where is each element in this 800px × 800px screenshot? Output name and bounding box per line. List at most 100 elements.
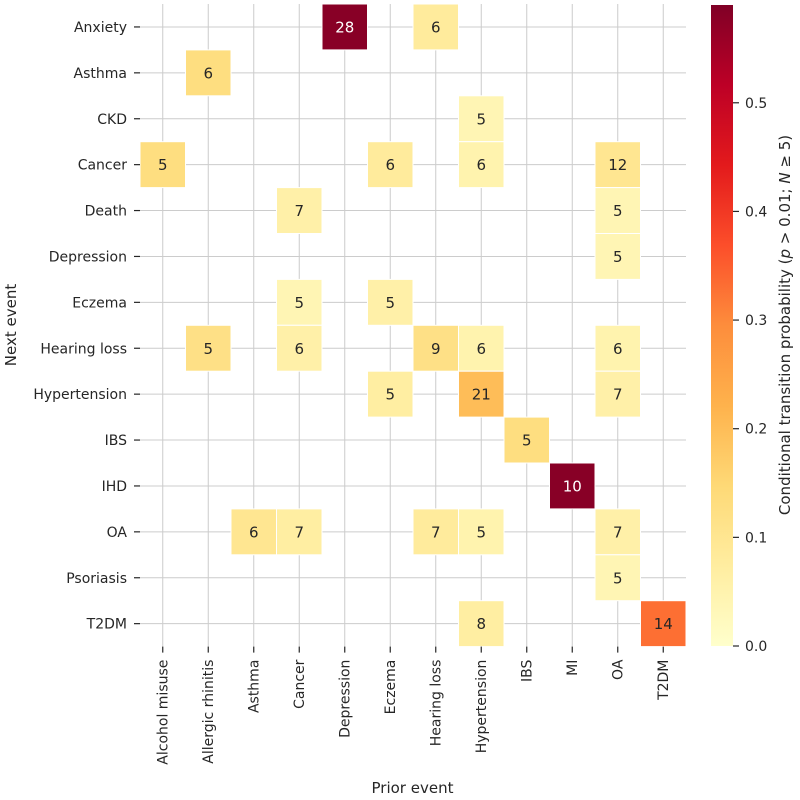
heatmap-cell-rect bbox=[594, 324, 641, 372]
x-tick-label-cancer: Cancer bbox=[292, 659, 308, 709]
heatmap-cell-anxiety-depression: 28 bbox=[321, 3, 368, 51]
heatmap-cell-oa-asthma: 6 bbox=[230, 508, 277, 556]
heatmap-cell-label: 7 bbox=[613, 386, 623, 404]
y-tick-label-t2dm: T2DM bbox=[86, 617, 127, 633]
heatmap-cell-oa-hypertension: 5 bbox=[458, 508, 505, 556]
heatmap-cell-hypertension-eczema: 5 bbox=[367, 370, 414, 418]
heatmap-cell-label: 14 bbox=[654, 615, 673, 633]
heatmap-cell-label: 6 bbox=[385, 156, 395, 174]
heatmap-cell-eczema-cancer: 5 bbox=[276, 278, 323, 326]
x-tick-label-depression: Depression bbox=[338, 660, 354, 738]
heatmap-cell-death-oa: 5 bbox=[594, 187, 641, 235]
heatmap-cell-depression-oa: 5 bbox=[594, 233, 641, 280]
heatmap-cell-label: 5 bbox=[476, 110, 486, 128]
heatmap-cell-rect bbox=[367, 278, 414, 326]
heatmap-cell-hearing-loss-hearing-loss: 9 bbox=[412, 324, 459, 372]
heatmap-cell-rect bbox=[640, 600, 687, 648]
heatmap-cells: 28 6 6 5 5 6 6 12 7 5 5 5 5 5 6 9 6 6 5 21 7 5 10 6 7 7 5 7 5 8 14 bbox=[139, 3, 687, 648]
colorbar-tick-label: 0.4 bbox=[745, 204, 767, 220]
heatmap-cell-rect bbox=[412, 324, 459, 372]
y-tick-label-eczema: Eczema bbox=[72, 295, 127, 311]
heatmap-cell-label: 6 bbox=[476, 156, 486, 174]
y-axis-label: Next event bbox=[2, 284, 20, 367]
y-tick-label-asthma: Asthma bbox=[74, 66, 127, 82]
heatmap-cell-rect bbox=[321, 3, 368, 51]
y-tick-label-ibs: IBS bbox=[105, 433, 127, 449]
y-tick-label-ihd: IHD bbox=[102, 479, 127, 495]
heatmap-cell-rect bbox=[594, 370, 641, 418]
heatmap-cell-anxiety-hearing-loss: 6 bbox=[412, 3, 459, 51]
heatmap-cell-rect bbox=[594, 554, 641, 602]
heatmap-cell-label: 28 bbox=[335, 18, 354, 36]
y-tick-label-hearing-loss: Hearing loss bbox=[40, 341, 127, 357]
heatmap-cell-label: 5 bbox=[294, 294, 304, 312]
heatmap-cell-label: 5 bbox=[476, 523, 486, 541]
heatmap-cell-rect bbox=[185, 49, 232, 97]
heatmap-cell-label: 7 bbox=[294, 523, 304, 541]
heatmap-cell-oa-hearing-loss: 7 bbox=[412, 508, 459, 556]
heatmap-cell-hearing-loss-allergic-rhinitis: 5 bbox=[185, 324, 232, 372]
heatmap-cell-label: 6 bbox=[249, 523, 259, 541]
x-tick-label-eczema: Eczema bbox=[383, 660, 399, 715]
x-tick-label-mi: MI bbox=[565, 660, 581, 676]
colorbar-label: Conditional transition probability (p > … bbox=[776, 135, 794, 515]
x-tick-label-hypertension: Hypertension bbox=[474, 660, 490, 754]
heatmap-cell-eczema-eczema: 5 bbox=[367, 278, 414, 326]
colorbar-tick-label: 0.3 bbox=[745, 313, 767, 329]
heatmap-cell-label: 10 bbox=[563, 477, 582, 495]
heatmap-cell-cancer-hypertension: 6 bbox=[458, 141, 505, 189]
heatmap-cell-t2dm-t2dm: 14 bbox=[640, 600, 687, 648]
heatmap-cell-hearing-loss-oa: 6 bbox=[594, 324, 641, 372]
heatmap-cell-rect bbox=[412, 3, 459, 51]
heatmap-cell-cancer-oa: 12 bbox=[594, 141, 641, 189]
heatmap-cell-label: 6 bbox=[203, 64, 213, 82]
heatmap-cell-oa-cancer: 7 bbox=[276, 508, 323, 556]
colorbar-tick-label: 0.0 bbox=[745, 639, 767, 655]
heatmap-cell-rect bbox=[458, 141, 505, 189]
x-tick-label-ibs: IBS bbox=[520, 659, 536, 681]
heatmap-cell-label: 5 bbox=[158, 156, 168, 174]
x-tick-label-asthma: Asthma bbox=[247, 660, 263, 713]
heatmap-cell-label: 5 bbox=[613, 569, 623, 587]
x-axis-ticks: Alcohol misuse Allergic rhinitis Asthma Can… bbox=[156, 646, 672, 765]
x-tick-label-hearing-loss: Hearing loss bbox=[429, 660, 445, 747]
colorbar: 0.0 0.1 0.2 0.3 0.4 0.5 Conditional transitio… bbox=[711, 5, 794, 655]
y-tick-label-ckd: CKD bbox=[97, 112, 127, 128]
heatmap-cell-death-cancer: 7 bbox=[276, 187, 323, 235]
heatmap-cell-ihd-mi: 10 bbox=[549, 462, 596, 510]
y-axis-ticks: Anxiety Asthma CKD Cancer Death Depression Ecz… bbox=[33, 20, 140, 633]
heatmap-cell-rect bbox=[367, 370, 414, 418]
colorbar-tick-label: 0.2 bbox=[745, 422, 767, 438]
heatmap-cell-ckd-hypertension: 5 bbox=[458, 95, 505, 143]
x-axis-label: Prior event bbox=[372, 779, 454, 797]
y-tick-label-cancer: Cancer bbox=[78, 158, 128, 174]
heatmap-cell-label: 9 bbox=[431, 340, 441, 358]
y-tick-label-psoriasis: Psoriasis bbox=[66, 571, 127, 587]
x-tick-label-allergic-rhinitis: Allergic rhinitis bbox=[201, 660, 217, 764]
heatmap-cell-label: 6 bbox=[476, 340, 486, 358]
heatmap-cell-rect bbox=[276, 324, 323, 372]
heatmap-cell-rect bbox=[549, 462, 596, 510]
colorbar-gradient bbox=[711, 5, 733, 646]
heatmap-cell-rect bbox=[458, 324, 505, 372]
heatmap-cell-t2dm-hypertension: 8 bbox=[458, 600, 505, 648]
heatmap-cell-label: 12 bbox=[608, 156, 627, 174]
heatmap-cell-hypertension-hypertension: 21 bbox=[458, 370, 505, 418]
heatmap-cell-rect bbox=[594, 233, 641, 280]
heatmap-cell-label: 5 bbox=[385, 386, 395, 404]
y-tick-label-death: Death bbox=[85, 204, 127, 220]
heatmap-cell-rect bbox=[367, 141, 414, 189]
heatmap-cell-rect bbox=[503, 416, 550, 464]
heatmap-cell-label: 5 bbox=[613, 248, 623, 266]
heatmap-cell-label: 21 bbox=[472, 386, 491, 404]
heatmap-cell-hearing-loss-hypertension: 6 bbox=[458, 324, 505, 372]
colorbar-ticks: 0.0 0.1 0.2 0.3 0.4 0.5 bbox=[733, 96, 767, 655]
heatmap-cell-label: 5 bbox=[203, 340, 213, 358]
heatmap-cell-cancer-alcohol-misuse: 5 bbox=[139, 141, 186, 189]
x-tick-label-t2dm: T2DM bbox=[656, 660, 672, 701]
heatmap-cell-rect bbox=[276, 508, 323, 556]
heatmap-cell-rect bbox=[276, 187, 323, 235]
heatmap-cell-label: 7 bbox=[613, 523, 623, 541]
heatmap-cell-rect bbox=[594, 187, 641, 235]
heatmap-cell-rect bbox=[458, 95, 505, 143]
